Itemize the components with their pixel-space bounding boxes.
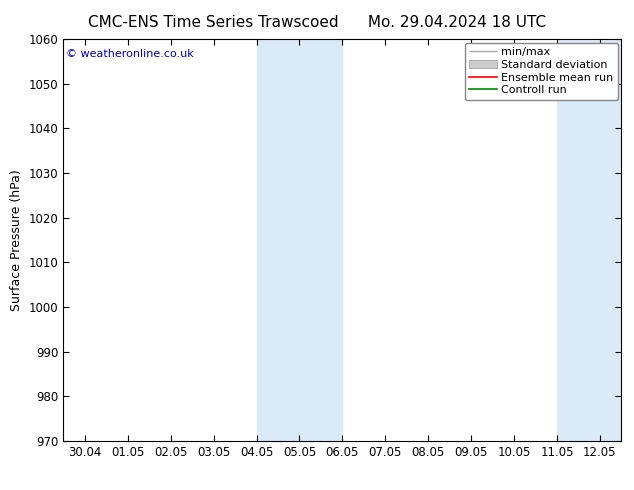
Text: CMC-ENS Time Series Trawscoed      Mo. 29.04.2024 18 UTC: CMC-ENS Time Series Trawscoed Mo. 29.04.… (88, 15, 546, 30)
Legend: min/max, Standard deviation, Ensemble mean run, Controll run: min/max, Standard deviation, Ensemble me… (465, 43, 618, 100)
Y-axis label: Surface Pressure (hPa): Surface Pressure (hPa) (10, 169, 23, 311)
Bar (557, 39, 634, 441)
Bar (257, 39, 342, 441)
Text: © weatheronline.co.uk: © weatheronline.co.uk (66, 49, 194, 59)
